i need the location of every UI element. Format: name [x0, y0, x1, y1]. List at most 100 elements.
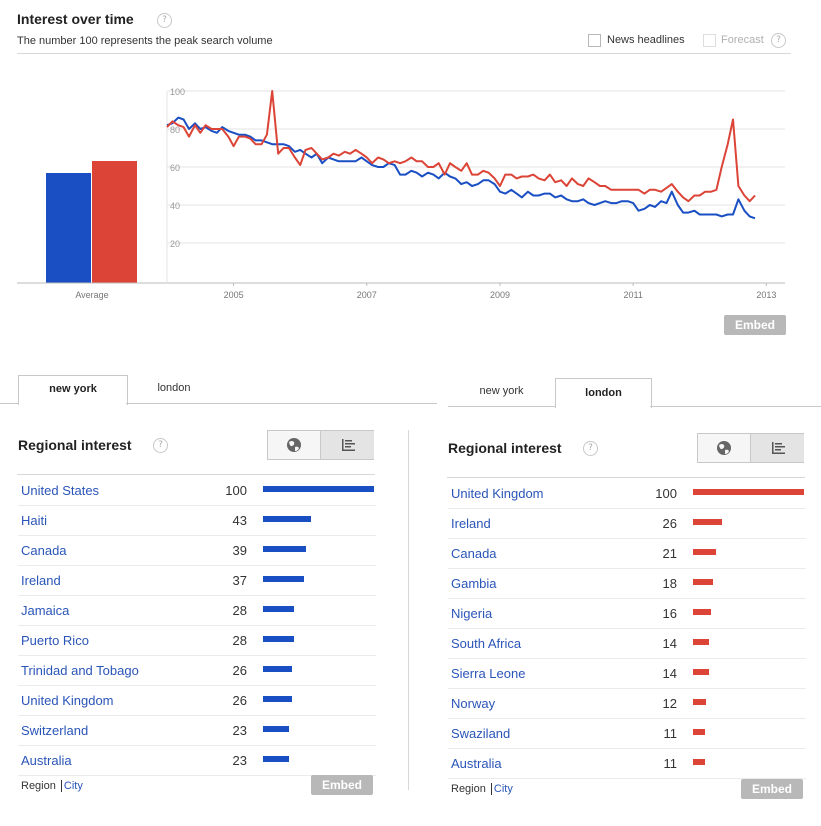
y-tick-label: 40 — [170, 201, 180, 211]
country-link[interactable]: United Kingdom — [21, 693, 114, 708]
list-view-button[interactable] — [750, 434, 804, 462]
header-divider — [17, 53, 791, 54]
interest-value: 26 — [232, 663, 247, 678]
regional-embed-button[interactable]: Embed — [741, 779, 803, 799]
country-link[interactable]: Sierra Leone — [451, 666, 526, 681]
list-view-button[interactable] — [320, 431, 374, 459]
list-icon — [341, 439, 355, 451]
city-link[interactable]: City — [63, 780, 83, 792]
table-row[interactable]: Switzerland 23 — [18, 715, 376, 746]
tab-london[interactable]: london — [157, 382, 191, 394]
interest-bar — [263, 726, 289, 732]
table-row[interactable]: Norway 12 — [448, 688, 806, 719]
interest-bar — [263, 756, 289, 762]
regional-interest-title: Regional interest — [448, 440, 562, 456]
interest-value: 100 — [225, 483, 247, 498]
interest-bar — [263, 546, 307, 552]
interest-value: 14 — [662, 666, 677, 681]
x-tick-label: 2005 — [224, 290, 244, 300]
map-view-button[interactable] — [698, 434, 750, 462]
table-row[interactable]: Australia 23 — [18, 745, 376, 776]
country-link[interactable]: Canada — [21, 543, 67, 558]
help-icon[interactable]: ? — [153, 438, 168, 453]
interest-value: 12 — [662, 696, 677, 711]
country-link[interactable]: Jamaica — [21, 603, 70, 618]
table-row[interactable]: Nigeria 16 — [448, 598, 806, 629]
panel-separator — [408, 430, 409, 790]
tab-baseline — [0, 403, 18, 404]
table-row[interactable]: Australia 11 — [448, 748, 806, 779]
region-label: Region — [451, 783, 486, 795]
interest-value: 39 — [232, 543, 247, 558]
country-link[interactable]: Switzerland — [21, 723, 89, 738]
forecast-help-icon[interactable]: ? — [771, 33, 786, 48]
x-tick-label: 2011 — [623, 290, 642, 300]
table-row[interactable]: United Kingdom 100 — [448, 478, 806, 509]
view-toggle — [267, 430, 374, 460]
country-link[interactable]: Puerto Rico — [21, 633, 89, 648]
regional-interest-title: Regional interest — [18, 437, 132, 453]
table-row[interactable]: Trinidad and Tobago 26 — [18, 655, 376, 686]
y-tick-label: 80 — [170, 125, 180, 135]
interest-bar — [263, 606, 295, 612]
average-bars — [46, 161, 137, 283]
interest-value: 100 — [655, 486, 677, 501]
table-row[interactable]: United States 100 — [18, 475, 376, 506]
interest-bar — [693, 549, 717, 555]
average-bar — [92, 161, 137, 283]
country-link[interactable]: Nigeria — [451, 606, 493, 621]
country-link[interactable]: Gambia — [451, 576, 497, 591]
tab-new-york[interactable]: new york — [18, 375, 128, 405]
interest-value: 18 — [662, 576, 677, 591]
tab-london[interactable]: london — [555, 378, 652, 408]
forecast-checkbox — [703, 34, 716, 47]
interest-bar — [263, 576, 305, 582]
table-row[interactable]: Sierra Leone 14 — [448, 658, 806, 689]
table-row[interactable]: Haiti 43 — [18, 505, 376, 536]
table-row[interactable]: South Africa 14 — [448, 628, 806, 659]
help-icon[interactable]: ? — [583, 441, 598, 456]
interest-bar — [263, 696, 292, 702]
tab-baseline — [448, 406, 555, 407]
table-row[interactable]: Gambia 18 — [448, 568, 806, 599]
city-link[interactable]: City — [493, 783, 513, 795]
table-row[interactable]: Canada 21 — [448, 538, 806, 569]
table-row[interactable]: United Kingdom 26 — [18, 685, 376, 716]
country-link[interactable]: Ireland — [21, 573, 61, 588]
map-view-button[interactable] — [268, 431, 320, 459]
table-row[interactable]: Ireland 26 — [448, 508, 806, 539]
x-tick-label: 2007 — [357, 290, 377, 300]
table-row[interactable]: Canada 39 — [18, 535, 376, 566]
help-icon[interactable]: ? — [157, 13, 172, 28]
country-link[interactable]: Swaziland — [451, 726, 511, 741]
country-link[interactable]: Australia — [21, 753, 72, 768]
interest-bar — [263, 636, 295, 642]
x-tick-label: 2013 — [756, 290, 776, 300]
country-link[interactable]: Canada — [451, 546, 497, 561]
country-link[interactable]: Haiti — [21, 513, 48, 528]
country-link[interactable]: United Kingdom — [451, 486, 544, 501]
table-row[interactable]: Puerto Rico 28 — [18, 625, 376, 656]
table-row[interactable]: Jamaica 28 — [18, 595, 376, 626]
interest-bar — [693, 489, 804, 495]
news-headlines-checkbox[interactable] — [588, 34, 601, 47]
globe-icon — [287, 438, 301, 452]
chart-embed-button[interactable]: Embed — [724, 315, 786, 335]
interest-value: 26 — [232, 693, 247, 708]
table-row[interactable]: Swaziland 11 — [448, 718, 806, 749]
panel-divider — [447, 477, 805, 478]
interest-value: 14 — [662, 636, 677, 651]
country-link[interactable]: Ireland — [451, 516, 491, 531]
regional-embed-button[interactable]: Embed — [311, 775, 373, 795]
country-link[interactable]: South Africa — [451, 636, 522, 651]
interest-value: 11 — [663, 726, 678, 741]
country-link[interactable]: Norway — [451, 696, 496, 711]
country-link[interactable]: United States — [21, 483, 100, 498]
panel-divider — [17, 474, 375, 475]
interest-bar — [263, 666, 292, 672]
table-row[interactable]: Ireland 37 — [18, 565, 376, 596]
country-link[interactable]: Australia — [451, 756, 502, 771]
tab-new-york[interactable]: new york — [479, 385, 524, 397]
interest-bar — [693, 759, 706, 765]
country-link[interactable]: Trinidad and Tobago — [21, 663, 139, 678]
